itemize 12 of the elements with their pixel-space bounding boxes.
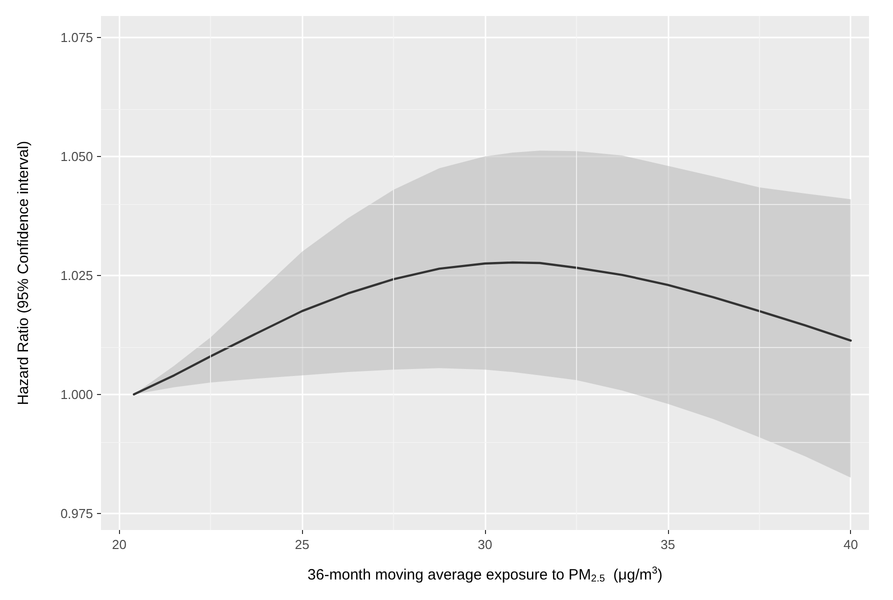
x-tick-label: 40 bbox=[843, 537, 858, 552]
y-axis-title: Hazard Ratio (95% Confidence interval) bbox=[15, 140, 32, 406]
y-tick-label: 1.075 bbox=[60, 30, 93, 45]
x-tick-label: 35 bbox=[660, 537, 676, 552]
y-tick-label: 1.025 bbox=[60, 268, 93, 283]
x-tick-label: 25 bbox=[294, 537, 310, 552]
y-tick-label: 1.000 bbox=[60, 386, 93, 402]
x-tick-label: 30 bbox=[478, 537, 492, 552]
line-series bbox=[132, 261, 852, 396]
y-tick-label: 1.050 bbox=[60, 148, 93, 164]
y-tick-label: 0.975 bbox=[60, 506, 93, 521]
x-tick-label: 20 bbox=[112, 537, 127, 552]
